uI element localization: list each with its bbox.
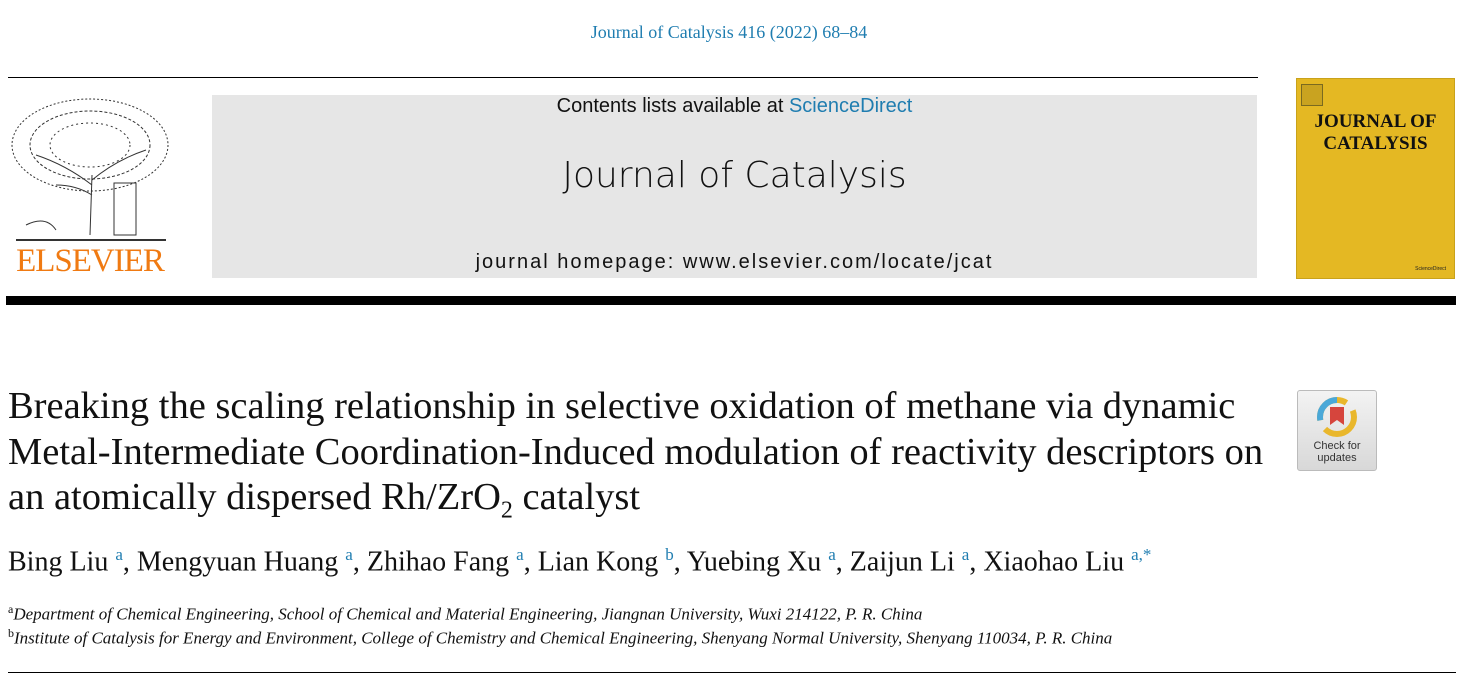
author-list: Bing Liu a, Mengyuan Huang a, Zhihao Fan… bbox=[8, 545, 1152, 578]
author-affiliation-mark[interactable]: a bbox=[961, 545, 970, 564]
author-affiliation-mark[interactable]: a bbox=[828, 545, 836, 564]
elsevier-wordmark: ELSEVIER bbox=[16, 243, 165, 279]
author-affiliation-mark[interactable]: a,* bbox=[1131, 545, 1152, 564]
title-subscript: 2 bbox=[500, 497, 513, 524]
affiliation-text: Institute of Catalysis for Energy and En… bbox=[14, 628, 1113, 648]
author[interactable]: Zhihao Fang bbox=[366, 546, 510, 578]
author[interactable]: Bing Liu bbox=[8, 546, 109, 578]
contents-prefix: Contents lists available at bbox=[556, 95, 789, 117]
check-updates-label: updates bbox=[1317, 452, 1357, 464]
author-affiliation-mark[interactable]: b bbox=[665, 545, 674, 564]
check-updates-label: Check for bbox=[1313, 440, 1361, 452]
journal-title: Journal of Catalysis bbox=[562, 155, 907, 196]
elsevier-logo[interactable]: ELSEVIER bbox=[6, 95, 174, 280]
title-text: Breaking the scaling relationship in sel… bbox=[8, 385, 1264, 518]
journal-homepage[interactable]: journal homepage: www.elsevier.com/locat… bbox=[475, 251, 994, 273]
affiliation-label: b bbox=[8, 626, 14, 640]
tree-icon bbox=[11, 98, 169, 241]
affiliation-text: Department of Chemical Engineering, Scho… bbox=[13, 604, 923, 624]
elsevier-mini-logo bbox=[1301, 84, 1323, 106]
author-affiliation-mark[interactable]: a bbox=[115, 545, 123, 564]
author[interactable]: Xiaohao Liu bbox=[983, 546, 1125, 578]
author[interactable]: Yuebing Xu bbox=[686, 546, 822, 578]
author[interactable]: Lian Kong bbox=[537, 546, 659, 578]
journal-cover[interactable]: JOURNAL OF CATALYSIS ScienceDirect bbox=[1296, 78, 1455, 279]
journal-citation[interactable]: Journal of Catalysis 416 (2022) 68–84 bbox=[590, 22, 868, 42]
cover-title-line: JOURNAL OF bbox=[1314, 111, 1437, 132]
cover-footer: ScienceDirect bbox=[1415, 266, 1446, 272]
journal-banner: Contents lists available at ScienceDirec… bbox=[212, 95, 1257, 278]
cover-title: JOURNAL OF CATALYSIS bbox=[1297, 111, 1454, 155]
title-text-end: catalyst bbox=[512, 476, 641, 518]
contents-line: Contents lists available at ScienceDirec… bbox=[212, 95, 1257, 118]
author-affiliation-mark[interactable]: a bbox=[516, 545, 524, 564]
check-for-updates-button[interactable]: Check for updates bbox=[1297, 390, 1377, 471]
affiliation-b: bInstitute of Catalysis for Energy and E… bbox=[8, 626, 1112, 649]
sciencedirect-link[interactable]: ScienceDirect bbox=[788, 95, 913, 117]
affiliation-label: a bbox=[8, 602, 14, 616]
divider bbox=[8, 77, 1258, 78]
author-affiliation-mark[interactable]: a bbox=[345, 545, 353, 564]
cover-title-line: CATALYSIS bbox=[1323, 133, 1428, 154]
author[interactable]: Mengyuan Huang bbox=[136, 546, 339, 578]
check-updates-icon bbox=[1317, 397, 1357, 437]
article-title: Breaking the scaling relationship in sel… bbox=[8, 384, 1268, 534]
author[interactable]: Zaijun Li bbox=[849, 546, 955, 578]
thick-divider bbox=[6, 296, 1456, 305]
divider bbox=[8, 672, 1456, 673]
affiliation-a: aDepartment of Chemical Engineering, Sch… bbox=[8, 602, 922, 625]
